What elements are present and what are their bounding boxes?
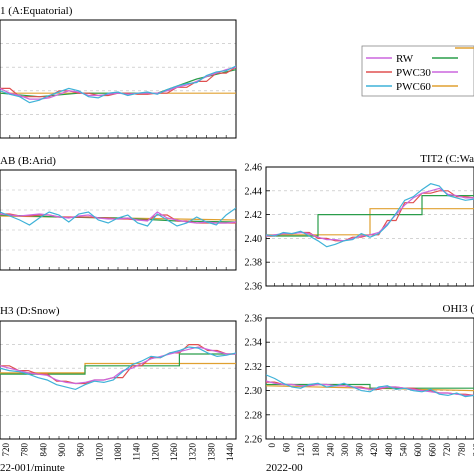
x-tick-label: 600 [413,443,423,457]
chart-panel-2: AB (B:Arid) [0,155,237,271]
x-tick-label: 480 [384,443,394,457]
panel-title: H3 (D:Snow) [0,305,60,317]
x-tick-label: 840 [38,443,48,457]
y-tick-label: 2.34 [245,338,263,349]
panel-title: 1 (A:Equatorial) [0,5,73,17]
legend-label-pwc60: PWC60 [396,81,431,93]
x-tick-label: 120 [296,443,306,457]
y-tick-label: 2.26 [245,435,263,446]
series-line-rw [266,380,474,396]
y-tick-label: 2.46 [245,163,263,174]
y-tick-label: 2.30 [245,386,263,397]
x-tick-label: 900 [57,443,67,457]
x-tick-label: 1020 [94,443,104,462]
x-tick-label: 60 [282,443,292,453]
x-tick-label: 1380 [206,443,216,462]
panel-title: TIT2 (C:Wa [420,153,474,165]
x-tick-label: 780 [457,443,467,457]
x-tick-label: 1140 [132,443,142,461]
panel-title: AB (B:Arid) [0,155,56,167]
series-line-pwc60 [266,183,474,248]
series-line-pwc60 [266,374,474,398]
x-tick-label: 840 [471,443,474,457]
legend-box [361,45,474,97]
x-tick-label: 300 [340,443,350,457]
x-tick-label: 1260 [169,443,179,462]
y-tick-label: 2.36 [245,314,263,325]
series-line-rw [0,211,236,224]
plot-frame [265,317,474,440]
x-axis-label: 22-001/minute [0,462,65,474]
x-tick-label: 720 [442,443,452,457]
x-tick-label: 1200 [150,443,160,462]
chart-panel-5: OHI3 ( 2.36 2.34 2.32 2.30 2.28 2.26 0 60 120 180 2… [245,303,474,474]
x-tick-label: 720 [1,443,11,457]
x-tick-label: 0 [267,443,277,448]
x-tick-label: 660 [428,443,438,457]
series-line-pwc60 [0,65,236,104]
y-tick-label: 2.36 [245,282,263,293]
y-tick-label: 2.42 [245,210,263,221]
series-line-rw [266,187,474,242]
chart-panel-4: H3 (D:Snow) 720 780 840 900 960 1020 1080 1140 12… [0,305,237,474]
legend: RW PWC30 PWC60 [361,45,474,97]
plot-frame [0,320,237,440]
y-tick-label: 2.38 [245,258,263,269]
x-tick-label: 1320 [188,443,198,462]
x-tick-label: 1440 [225,443,235,462]
x-tick-label: 180 [311,443,321,457]
x-tick-label: 780 [20,443,30,457]
x-tick-label: 1080 [113,443,123,462]
series-line-pwc60 [0,207,236,227]
legend-label-pwc30: PWC30 [396,67,431,79]
series-line-unlabeled-3 [266,195,474,237]
chart-panel-1: 1 (A:Equatorial) [0,5,237,139]
x-tick-label: 420 [369,443,379,457]
y-tick-label: 2.28 [245,410,263,421]
legend-label-rw: RW [396,53,414,65]
series-line-pwc60 [0,346,236,391]
y-tick-label: 2.44 [245,186,263,197]
series-line-unlabeled-4 [266,208,474,236]
x-tick-label: 960 [76,443,86,457]
x-tick-label: 540 [398,443,408,457]
x-tick-label: 240 [325,443,335,457]
x-axis-label: 2022-00 [266,462,303,474]
y-tick-label: 2.32 [245,362,263,373]
chart-panel-3: TIT2 (C:Wa 2.46 2.44 2.42 2.40 2.38 2.36 [245,153,474,293]
x-tick-label: 360 [355,443,365,457]
panel-title: OHI3 ( [443,303,474,315]
y-tick-label: 2.40 [245,234,263,245]
series-line-rw [0,66,236,100]
